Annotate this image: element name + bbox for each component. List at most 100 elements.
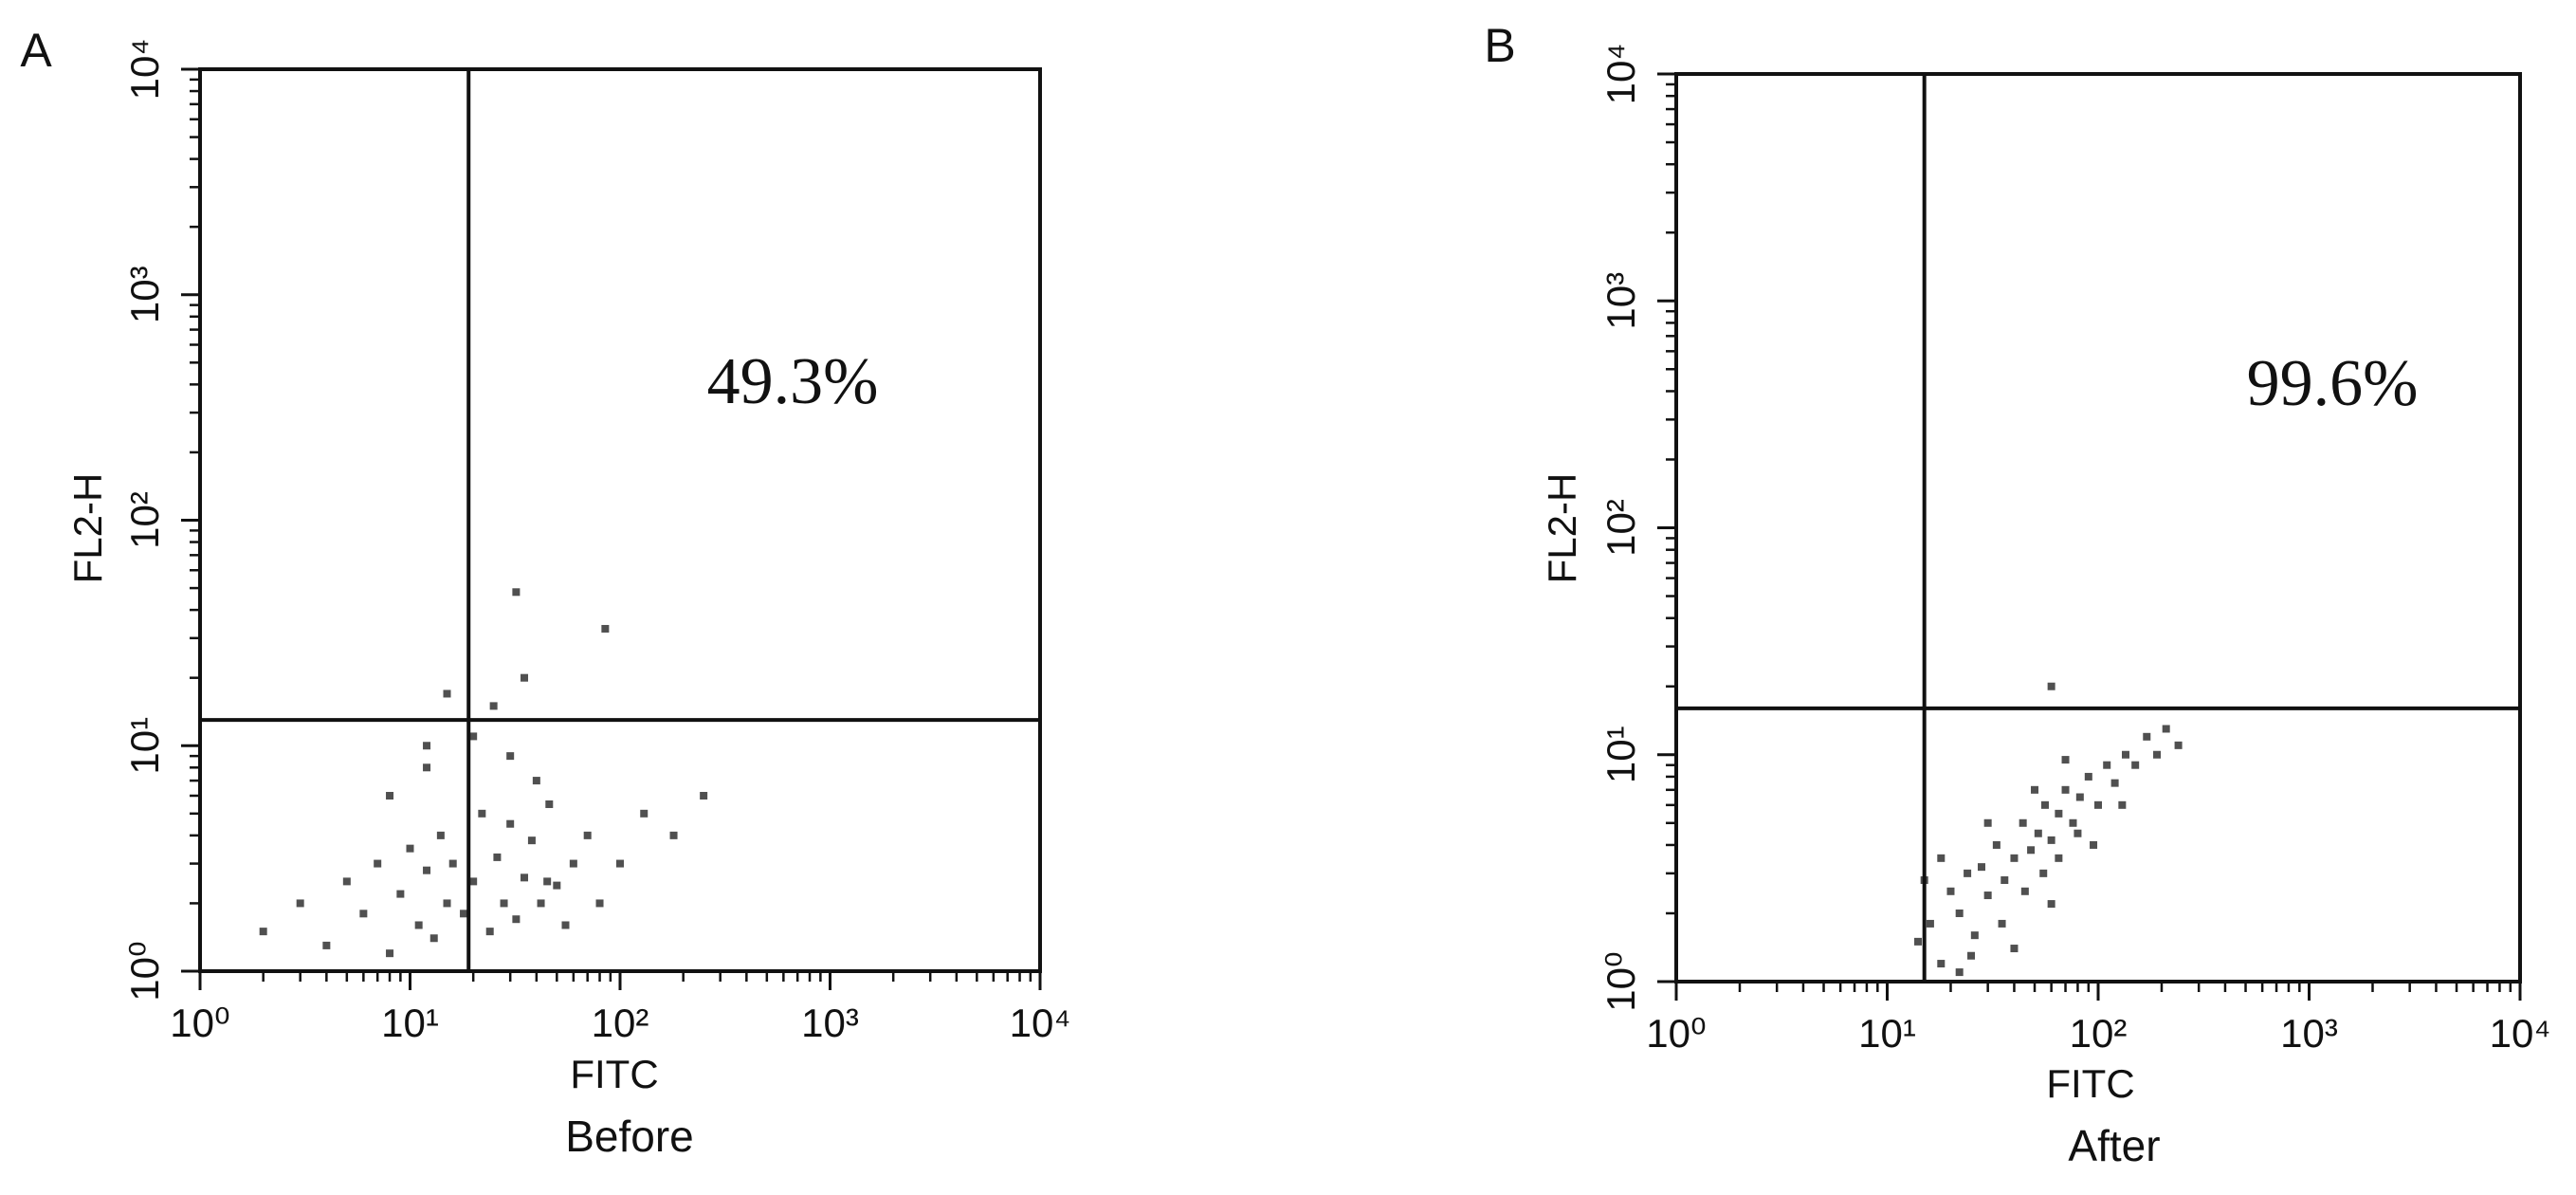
data-point — [469, 732, 478, 741]
data-point — [1983, 892, 1992, 900]
data-point — [561, 921, 570, 929]
data-point — [1937, 854, 1946, 862]
data-point — [469, 877, 478, 886]
data-point — [506, 752, 515, 761]
data-point — [669, 831, 678, 839]
x-tick-label: 10⁰ — [170, 1001, 230, 1045]
data-point — [2094, 800, 2102, 809]
data-point — [2031, 785, 2039, 794]
y-tick-label: 10⁰ — [1599, 951, 1643, 1012]
data-point — [2118, 800, 2127, 809]
data-point — [1937, 960, 1946, 968]
annotation: 99.6% — [2247, 347, 2419, 420]
data-point — [500, 899, 508, 908]
data-point — [1977, 863, 1985, 872]
data-point — [396, 890, 405, 898]
data-point — [2001, 876, 2009, 885]
data-point — [2047, 682, 2055, 690]
data-point — [2055, 809, 2063, 818]
data-point — [2162, 725, 2170, 733]
data-point — [1955, 968, 1964, 977]
data-point — [1946, 887, 1955, 895]
data-point — [423, 742, 431, 750]
data-point — [2047, 836, 2055, 844]
x-tick-label: 10⁴ — [1010, 1001, 1071, 1045]
data-point — [2143, 732, 2151, 741]
data-point — [1998, 919, 2006, 928]
y-tick-label: 10³ — [1599, 272, 1643, 330]
data-point — [359, 910, 368, 918]
data-point — [423, 763, 431, 772]
data-point — [2090, 840, 2098, 849]
data-point — [512, 915, 521, 924]
data-point — [521, 673, 529, 682]
data-point — [2075, 793, 2084, 801]
data-point — [1967, 951, 1976, 960]
data-point — [2047, 900, 2055, 909]
y-tick-label: 10² — [1599, 499, 1643, 557]
panel-label: B — [1484, 19, 1515, 72]
x-axis-label: FITC — [570, 1052, 658, 1096]
data-point — [386, 791, 394, 800]
data-point — [2010, 945, 2019, 953]
data-point — [296, 899, 304, 908]
x-tick-label: 10⁴ — [2490, 1011, 2551, 1056]
data-point — [460, 910, 468, 918]
caption: Before — [565, 1112, 694, 1161]
data-point — [436, 831, 445, 839]
x-tick-label: 10¹ — [381, 1001, 439, 1045]
data-point — [2103, 761, 2111, 769]
x-axis-label: FITC — [2046, 1061, 2134, 1106]
data-point — [2153, 750, 2162, 759]
data-point — [700, 791, 708, 800]
data-point — [1964, 869, 1972, 877]
data-point — [512, 588, 521, 597]
x-tick-label: 10³ — [2280, 1011, 2338, 1056]
data-point — [2020, 887, 2029, 895]
data-point — [2061, 785, 2070, 794]
x-tick-label: 10³ — [801, 1001, 859, 1045]
data-point — [1914, 937, 1923, 946]
data-point — [443, 689, 451, 698]
data-point — [443, 899, 451, 908]
plot-frame — [198, 67, 1042, 973]
data-point — [423, 866, 431, 874]
data-point — [2055, 854, 2063, 862]
data-point — [595, 899, 604, 908]
data-point — [259, 928, 267, 936]
data-point — [640, 809, 649, 818]
y-tick-label: 10⁴ — [1599, 44, 1643, 105]
data-point — [493, 853, 502, 861]
data-point — [2034, 829, 2042, 837]
data-point — [601, 624, 610, 633]
y-tick-label: 10⁰ — [122, 941, 167, 1002]
data-point — [506, 819, 515, 828]
data-point — [2131, 761, 2140, 769]
data-point — [448, 859, 457, 868]
panel-label: A — [20, 24, 52, 77]
data-point — [2019, 818, 2027, 827]
data-point — [342, 877, 351, 886]
data-point — [532, 777, 540, 785]
data-point — [616, 859, 624, 868]
data-point — [583, 831, 592, 839]
data-point — [1926, 919, 1934, 928]
caption: After — [2068, 1121, 2160, 1170]
data-point — [2040, 800, 2049, 809]
data-point — [569, 859, 577, 868]
data-point — [2121, 750, 2129, 759]
x-tick-label: 10² — [592, 1001, 649, 1045]
data-point — [2010, 854, 2019, 862]
data-point — [2174, 741, 2183, 749]
data-point — [521, 873, 529, 882]
data-point — [545, 800, 554, 808]
data-point — [527, 836, 536, 845]
y-tick-label: 10¹ — [122, 717, 167, 775]
data-point — [489, 702, 498, 710]
data-point — [478, 809, 486, 818]
y-axis-label: FL2-H — [65, 473, 110, 584]
data-point — [2074, 829, 2082, 837]
data-point — [2084, 772, 2092, 781]
data-point — [406, 844, 414, 853]
